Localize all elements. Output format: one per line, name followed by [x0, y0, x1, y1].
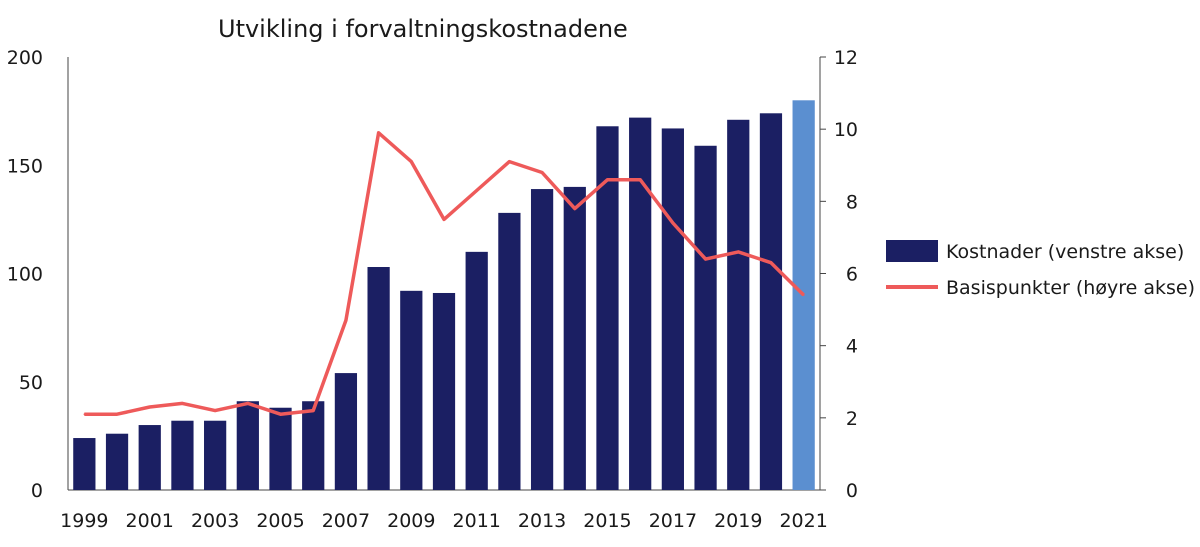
bar	[138, 425, 161, 490]
x-tick-label: 2021	[779, 510, 827, 532]
y-left-tick-label: 0	[31, 480, 43, 502]
bar	[73, 438, 96, 490]
bar	[629, 117, 652, 491]
line-point	[541, 171, 543, 174]
bar	[759, 113, 783, 490]
line-point	[214, 409, 216, 412]
line-point	[639, 178, 641, 181]
line-point	[377, 131, 380, 134]
x-tick-label: 2013	[518, 510, 566, 532]
legend-bar-swatch	[886, 240, 938, 262]
bar	[236, 401, 259, 490]
line-point	[116, 413, 118, 416]
line-point	[443, 218, 445, 221]
x-tick-label: 2015	[583, 510, 631, 532]
line-point	[770, 261, 772, 264]
line-point	[704, 258, 707, 260]
chart-title: Utvikling i forvaltningskostnadene	[218, 15, 628, 43]
bar	[465, 251, 488, 490]
line-point	[475, 189, 478, 192]
y-left-tick-label: 100	[7, 264, 43, 286]
line-point	[802, 294, 805, 296]
y-right-tick-label: 6	[846, 264, 858, 286]
bar	[727, 119, 750, 490]
x-tick-label: 1999	[60, 510, 108, 532]
line-point	[345, 319, 347, 322]
legend: Kostnader (venstre akse) Basispunkter (h…	[886, 240, 1195, 299]
bar	[530, 189, 554, 490]
y-right-tick-label: 0	[846, 480, 858, 502]
line-point	[181, 402, 184, 405]
bar	[171, 420, 194, 490]
line-point	[737, 251, 740, 253]
bar	[661, 128, 684, 490]
y-right-tick-label: 8	[846, 191, 858, 213]
line-point	[83, 413, 86, 416]
y-right-tick-label: 4	[846, 336, 858, 358]
x-tick-label: 2011	[453, 510, 501, 532]
bar	[204, 420, 227, 490]
x-tick-label: 2001	[126, 510, 174, 532]
bar	[400, 290, 423, 490]
line-point	[573, 207, 576, 210]
y-left-tick-label: 50	[19, 372, 43, 394]
bar	[498, 212, 521, 490]
bar	[694, 145, 717, 490]
legend-line-label: Basispunkter (høyre akse)	[946, 277, 1195, 299]
x-tick-label: 2005	[256, 510, 304, 532]
x-tick-label: 2003	[191, 510, 239, 532]
x-tick-label: 2019	[714, 510, 762, 532]
x-tick-label: 2007	[322, 510, 370, 532]
line-series	[83, 131, 805, 416]
tick-labels: 0 50 100 150 200 0 2 4 6 8 10 12 1999 2001 2003 2005 200…	[7, 47, 858, 532]
y-left-tick-label: 200	[7, 47, 43, 69]
y-right-tick-label: 2	[846, 408, 858, 430]
line-point	[279, 413, 282, 416]
x-tick-label: 2017	[649, 510, 697, 532]
y-right-tick-label: 12	[834, 47, 858, 69]
line-point	[148, 406, 151, 408]
bar	[563, 186, 586, 490]
line-point	[508, 160, 511, 163]
y-right-tick-label: 10	[834, 119, 858, 141]
y-left-tick-label: 150	[7, 155, 43, 177]
bar-series	[73, 100, 815, 491]
bar	[367, 267, 390, 490]
bar	[105, 433, 129, 490]
line-point	[410, 160, 413, 163]
bar	[302, 401, 325, 490]
line-point	[672, 222, 674, 224]
bar	[596, 126, 619, 490]
line-point	[247, 402, 249, 405]
legend-bar-label: Kostnader (venstre akse)	[946, 241, 1184, 263]
line-point	[606, 178, 609, 181]
bar	[334, 373, 358, 490]
bar	[432, 292, 456, 490]
bar	[269, 407, 292, 490]
line-point	[312, 409, 315, 412]
x-tick-label: 2009	[387, 510, 435, 532]
